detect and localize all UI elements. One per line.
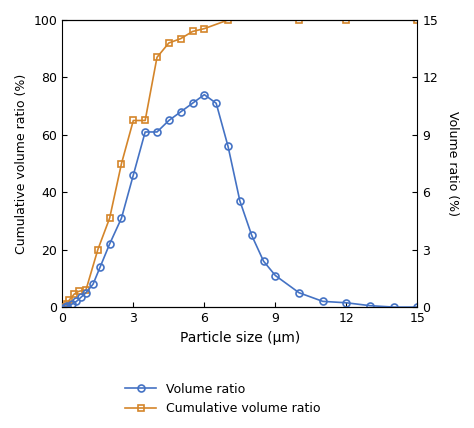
Volume ratio — [273, 273, 278, 278]
Cumulative volume ratio — [66, 297, 72, 303]
Volume ratio — [130, 172, 136, 178]
Cumulative volume ratio — [118, 161, 124, 166]
Volume ratio — [64, 304, 70, 309]
Volume ratio — [190, 101, 195, 106]
Cumulative volume ratio — [154, 55, 160, 60]
Cumulative volume ratio — [178, 36, 183, 41]
Volume ratio — [107, 241, 112, 247]
Cumulative volume ratio — [76, 289, 82, 294]
Volume ratio — [261, 259, 266, 264]
Cumulative volume ratio — [296, 18, 302, 23]
Volume ratio — [118, 216, 124, 221]
Cumulative volume ratio — [344, 18, 349, 23]
Volume ratio — [213, 101, 219, 106]
Volume ratio — [90, 282, 96, 287]
Y-axis label: Cumulative volume ratio (%): Cumulative volume ratio (%) — [15, 74, 28, 254]
Volume ratio — [83, 290, 89, 295]
Volume ratio — [320, 299, 326, 304]
Cumulative volume ratio — [62, 305, 67, 310]
Cumulative volume ratio — [190, 29, 195, 34]
Cumulative volume ratio — [71, 291, 77, 297]
Y-axis label: Volume ratio (%): Volume ratio (%) — [446, 111, 459, 216]
Volume ratio — [97, 265, 103, 270]
Volume ratio — [415, 305, 420, 310]
Volume ratio — [62, 305, 67, 310]
Volume ratio — [178, 109, 183, 114]
Line: Cumulative volume ratio: Cumulative volume ratio — [61, 17, 421, 311]
Cumulative volume ratio — [130, 118, 136, 123]
Cumulative volume ratio — [64, 302, 70, 307]
Volume ratio — [391, 305, 397, 310]
Cumulative volume ratio — [201, 26, 207, 31]
Volume ratio — [296, 290, 302, 295]
Legend: Volume ratio, Cumulative volume ratio: Volume ratio, Cumulative volume ratio — [118, 377, 327, 422]
Volume ratio — [344, 300, 349, 305]
Cumulative volume ratio — [142, 118, 148, 123]
Volume ratio — [73, 299, 79, 304]
Volume ratio — [69, 302, 74, 307]
Cumulative volume ratio — [166, 40, 172, 45]
Volume ratio — [142, 129, 148, 134]
Volume ratio — [166, 118, 172, 123]
Volume ratio — [201, 92, 207, 97]
Volume ratio — [237, 198, 243, 203]
Volume ratio — [249, 233, 255, 238]
X-axis label: Particle size (μm): Particle size (μm) — [180, 330, 300, 345]
Volume ratio — [154, 129, 160, 134]
Volume ratio — [78, 294, 84, 300]
Cumulative volume ratio — [107, 216, 112, 221]
Volume ratio — [225, 144, 231, 149]
Cumulative volume ratio — [83, 287, 89, 292]
Line: Volume ratio: Volume ratio — [61, 91, 421, 311]
Cumulative volume ratio — [225, 18, 231, 23]
Cumulative volume ratio — [415, 18, 420, 23]
Volume ratio — [367, 303, 373, 308]
Cumulative volume ratio — [95, 247, 100, 252]
